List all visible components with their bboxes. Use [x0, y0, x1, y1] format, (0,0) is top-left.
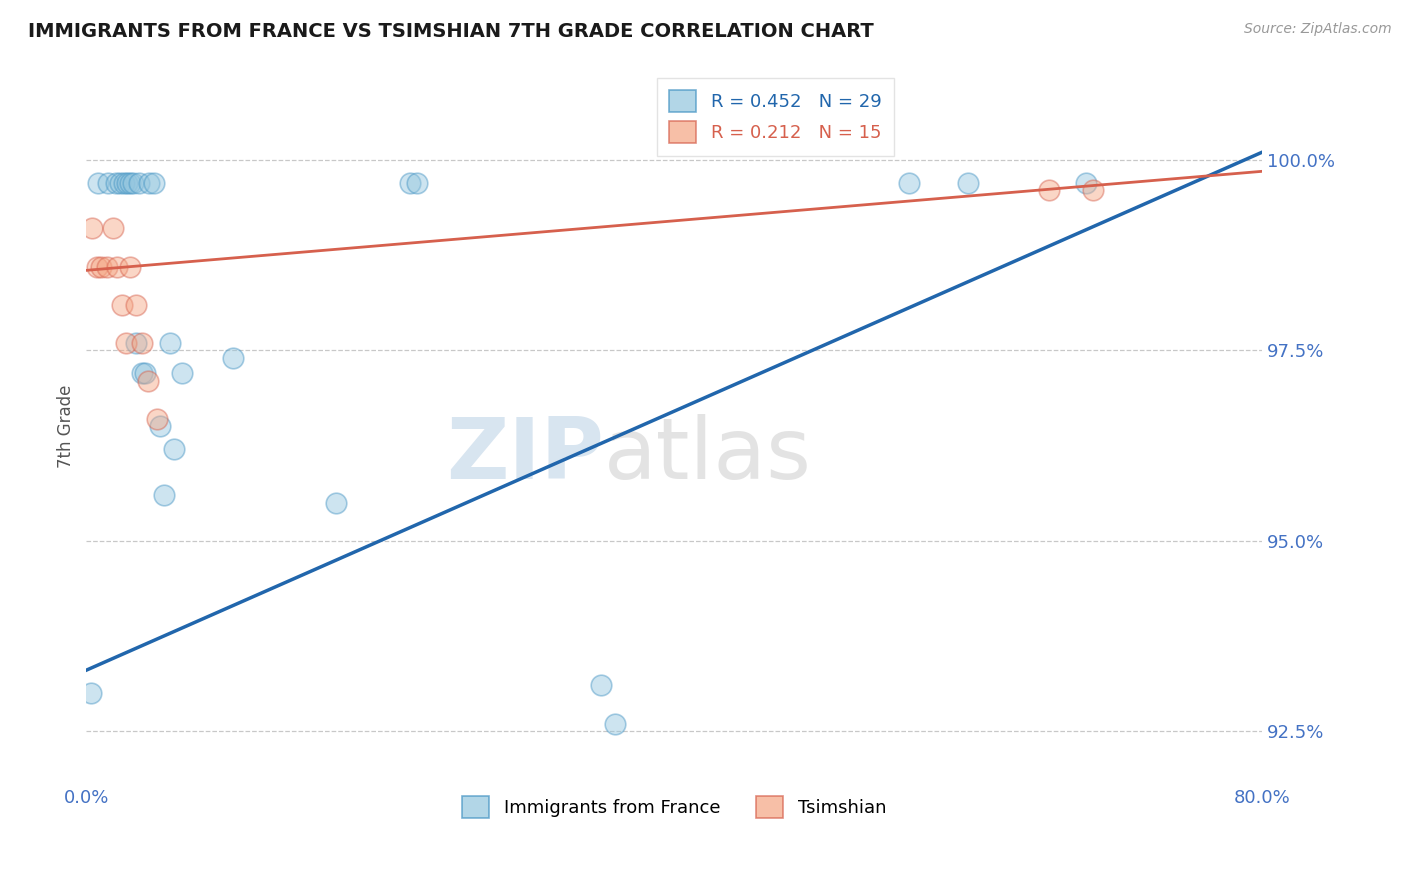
Point [97, 176, 120, 190]
Point [105, 260, 128, 274]
Point [131, 335, 153, 350]
Point [1081, 183, 1104, 197]
Point [82, 221, 104, 235]
Point [125, 335, 148, 350]
Point [114, 176, 136, 190]
Point [138, 176, 160, 190]
Point [325, 495, 347, 509]
Legend: Immigrants from France, Tsimshian: Immigrants from France, Tsimshian [454, 789, 893, 825]
Point [142, 176, 165, 190]
Text: ZIP: ZIP [446, 414, 603, 497]
Point [104, 176, 127, 190]
Point [122, 176, 145, 190]
Point [153, 488, 176, 502]
Point [128, 176, 150, 190]
Point [222, 351, 245, 365]
Point [398, 176, 420, 190]
Point [170, 366, 193, 380]
Point [87, 176, 110, 190]
Point [149, 419, 172, 434]
Point [108, 176, 131, 190]
Text: Source: ZipAtlas.com: Source: ZipAtlas.com [1244, 22, 1392, 37]
Point [159, 335, 181, 350]
Point [110, 297, 132, 311]
Point [101, 221, 124, 235]
Point [117, 176, 139, 190]
Point [86, 260, 108, 274]
Point [96, 260, 118, 274]
Text: atlas: atlas [603, 414, 811, 497]
Point [134, 366, 156, 380]
Point [163, 442, 186, 457]
Point [125, 297, 148, 311]
Point [115, 335, 138, 350]
Point [146, 412, 169, 426]
Point [956, 176, 979, 190]
Point [406, 176, 429, 190]
Point [898, 176, 921, 190]
Point [131, 366, 153, 380]
Point [1074, 176, 1097, 190]
Point [589, 678, 612, 692]
Point [120, 260, 142, 274]
Point [80, 686, 103, 700]
Point [90, 260, 112, 274]
Point [136, 374, 159, 388]
Text: IMMIGRANTS FROM FRANCE VS TSIMSHIAN 7TH GRADE CORRELATION CHART: IMMIGRANTS FROM FRANCE VS TSIMSHIAN 7TH … [28, 22, 875, 41]
Point [1038, 183, 1060, 197]
Y-axis label: 7th Grade: 7th Grade [58, 384, 75, 468]
Point [605, 716, 627, 731]
Point [120, 176, 142, 190]
